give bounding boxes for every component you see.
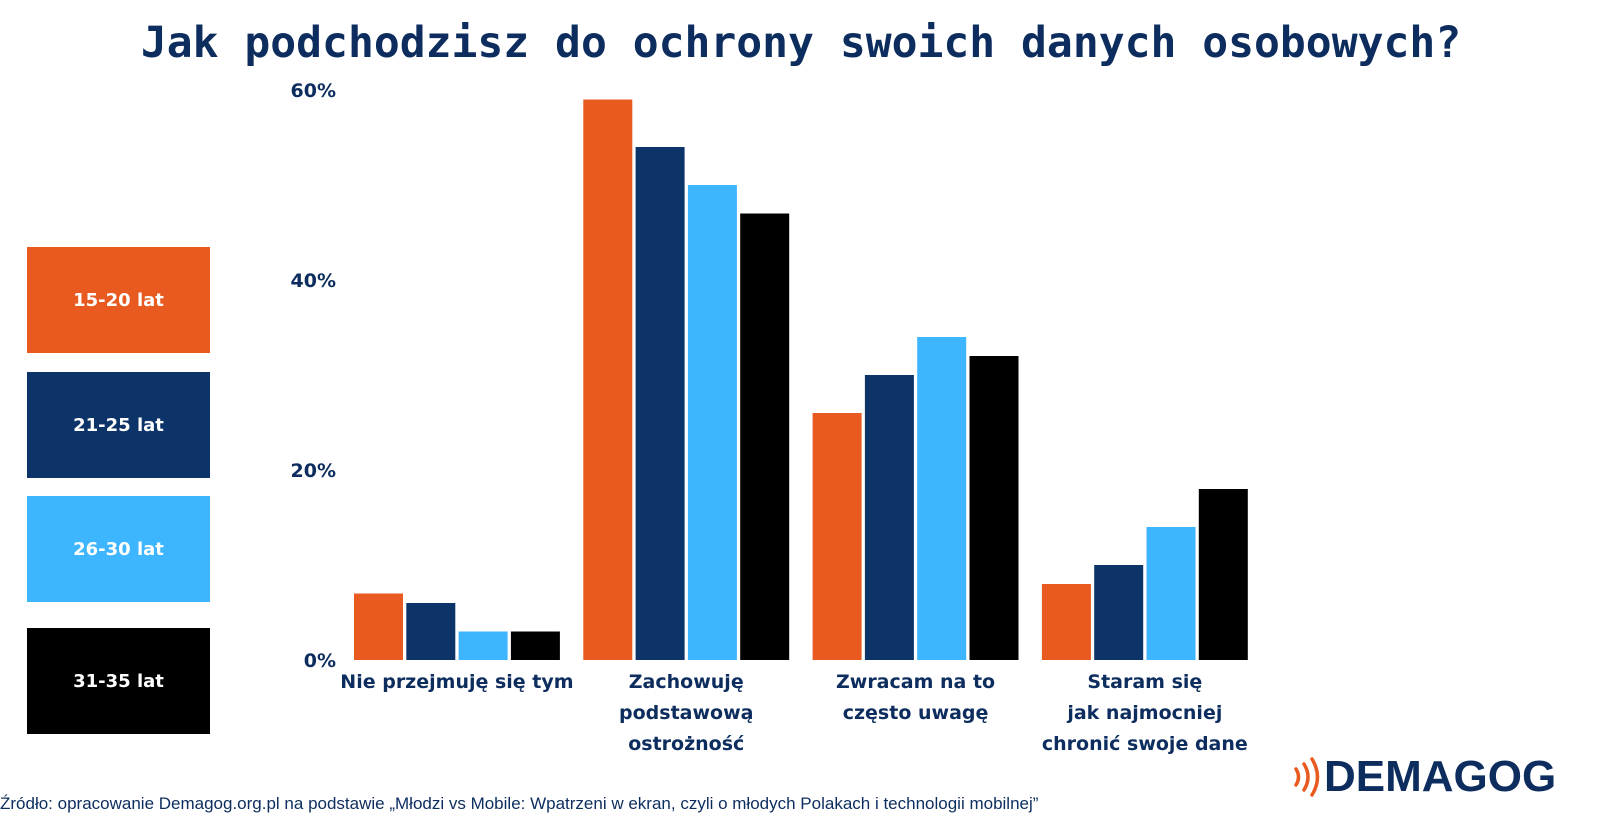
bar (583, 99, 633, 660)
bar (740, 213, 790, 660)
bar (864, 375, 914, 660)
y-tick-label: 20% (291, 460, 336, 482)
bar (1198, 489, 1248, 660)
bar (354, 593, 403, 660)
demagog-logo: DEMAGOG (1292, 752, 1556, 802)
legend-label: 21-25 lat (73, 414, 164, 436)
bar (917, 337, 967, 660)
category-label: Staram się jak najmocniej chronić swoje da… (1042, 671, 1248, 755)
bar (1041, 584, 1091, 660)
legend-item-15-20: 15-20 lat (27, 247, 210, 353)
y-tick-label: 40% (291, 270, 336, 292)
bar (812, 413, 862, 660)
bar (510, 631, 560, 660)
source-note: Źródło: opracowanie Demagog.org.pl na po… (0, 794, 1039, 813)
bar (635, 147, 685, 660)
chart-title: Jak podchodzisz do ochrony swoich danych… (140, 18, 1462, 68)
category-label: Nie przejmuję się tym (340, 671, 573, 693)
y-tick-label: 60% (291, 80, 336, 102)
legend-item-21-25: 21-25 lat (27, 372, 210, 478)
legend-label: 26-30 lat (73, 538, 164, 560)
legend-item-31-35: 31-35 lat (27, 628, 210, 734)
bar (687, 185, 737, 660)
legend-item-26-30: 26-30 lat (27, 496, 210, 602)
bar (969, 356, 1019, 660)
bar (458, 631, 508, 660)
y-tick-label: 0% (304, 650, 336, 672)
category-label: Zwracam na to często uwagę (836, 671, 995, 724)
category-label: Zachowuję podstawową ostrożność (619, 671, 753, 755)
legend-label: 15-20 lat (73, 289, 164, 311)
logo-text: DEMAGOG (1324, 752, 1557, 801)
legend-label: 31-35 lat (73, 670, 164, 692)
signal-waves-icon (1294, 757, 1320, 797)
bar (406, 603, 456, 660)
bar (1094, 565, 1144, 660)
bar (1146, 527, 1196, 660)
